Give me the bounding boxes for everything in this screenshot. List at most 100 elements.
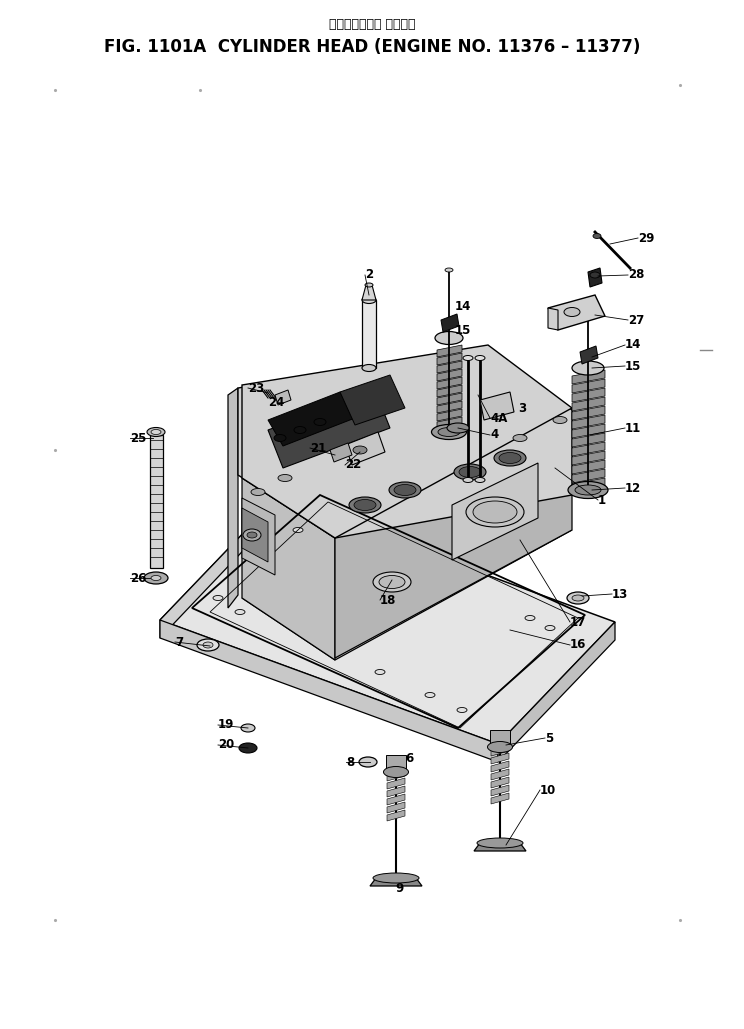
Polygon shape	[491, 753, 509, 764]
Polygon shape	[441, 314, 459, 332]
Polygon shape	[268, 392, 355, 446]
Polygon shape	[160, 620, 498, 762]
Polygon shape	[160, 498, 277, 638]
Ellipse shape	[203, 642, 213, 648]
Ellipse shape	[251, 489, 265, 496]
Ellipse shape	[278, 474, 292, 482]
Ellipse shape	[494, 450, 526, 466]
Text: 14: 14	[625, 339, 641, 352]
Ellipse shape	[294, 426, 306, 433]
Polygon shape	[437, 385, 462, 397]
Polygon shape	[242, 508, 268, 562]
Text: 12: 12	[625, 482, 641, 495]
Ellipse shape	[572, 595, 584, 601]
Polygon shape	[452, 463, 538, 560]
Polygon shape	[572, 478, 605, 492]
Polygon shape	[386, 755, 406, 770]
Text: 25: 25	[130, 431, 147, 445]
Text: 4: 4	[490, 428, 498, 441]
Polygon shape	[437, 361, 462, 372]
Polygon shape	[238, 348, 572, 538]
Ellipse shape	[379, 575, 405, 589]
Polygon shape	[480, 392, 514, 420]
Polygon shape	[160, 498, 615, 744]
Ellipse shape	[151, 575, 161, 580]
Ellipse shape	[487, 742, 513, 752]
Text: 27: 27	[628, 314, 644, 326]
Ellipse shape	[432, 425, 466, 439]
Polygon shape	[548, 308, 558, 330]
Ellipse shape	[435, 331, 463, 345]
Polygon shape	[491, 777, 509, 788]
Polygon shape	[387, 810, 405, 821]
Ellipse shape	[499, 453, 521, 463]
Ellipse shape	[365, 283, 373, 287]
Text: 18: 18	[380, 594, 397, 606]
Ellipse shape	[274, 434, 286, 441]
Polygon shape	[572, 442, 605, 456]
Ellipse shape	[545, 626, 555, 631]
Ellipse shape	[459, 466, 481, 477]
Text: FIG. 1101A  CYLINDER HEAD (ENGINE NO. 11376 – 11377): FIG. 1101A CYLINDER HEAD (ENGINE NO. 113…	[104, 38, 640, 56]
Text: シリンダヘッド 適用号機: シリンダヘッド 適用号機	[329, 17, 415, 31]
Text: 23: 23	[248, 382, 264, 394]
Polygon shape	[437, 369, 462, 381]
Ellipse shape	[293, 528, 303, 532]
Text: 16: 16	[570, 639, 586, 651]
Polygon shape	[572, 451, 605, 465]
Polygon shape	[572, 379, 605, 393]
Text: 24: 24	[268, 396, 284, 410]
Ellipse shape	[445, 268, 453, 272]
Ellipse shape	[447, 423, 469, 433]
Polygon shape	[491, 745, 509, 756]
Ellipse shape	[247, 532, 257, 538]
Polygon shape	[491, 761, 509, 772]
Ellipse shape	[354, 499, 376, 510]
Text: 15: 15	[625, 359, 641, 372]
Ellipse shape	[457, 708, 467, 712]
Polygon shape	[228, 388, 238, 608]
Text: 6: 6	[405, 751, 413, 765]
Polygon shape	[572, 469, 605, 483]
Text: 15: 15	[455, 323, 472, 336]
Ellipse shape	[383, 767, 408, 778]
Polygon shape	[572, 460, 605, 474]
Polygon shape	[491, 785, 509, 796]
Polygon shape	[437, 377, 462, 389]
Ellipse shape	[144, 572, 168, 584]
Text: 8: 8	[346, 755, 354, 769]
Polygon shape	[437, 417, 462, 429]
Text: 2: 2	[365, 269, 373, 282]
Text: 11: 11	[625, 422, 641, 434]
Ellipse shape	[315, 518, 325, 523]
Polygon shape	[490, 730, 510, 745]
Ellipse shape	[463, 477, 473, 483]
Text: 28: 28	[628, 269, 644, 282]
Ellipse shape	[239, 743, 257, 753]
Polygon shape	[572, 406, 605, 420]
Polygon shape	[498, 622, 615, 762]
Ellipse shape	[373, 572, 411, 592]
Polygon shape	[387, 770, 405, 781]
Polygon shape	[330, 443, 352, 462]
Ellipse shape	[389, 482, 421, 498]
Polygon shape	[268, 390, 390, 468]
Polygon shape	[387, 802, 405, 813]
Ellipse shape	[475, 477, 485, 483]
Ellipse shape	[525, 615, 535, 620]
Text: 21: 21	[310, 441, 327, 455]
Ellipse shape	[241, 724, 255, 732]
Polygon shape	[572, 424, 605, 438]
Polygon shape	[588, 268, 602, 287]
Text: 1: 1	[598, 494, 606, 506]
Text: 3: 3	[518, 401, 526, 415]
Text: 4A: 4A	[490, 412, 507, 425]
Ellipse shape	[572, 361, 604, 375]
Polygon shape	[242, 530, 572, 660]
Ellipse shape	[314, 419, 326, 426]
Polygon shape	[437, 345, 462, 357]
Text: 20: 20	[218, 739, 234, 751]
Ellipse shape	[513, 434, 527, 441]
Ellipse shape	[475, 355, 485, 360]
Polygon shape	[572, 433, 605, 447]
